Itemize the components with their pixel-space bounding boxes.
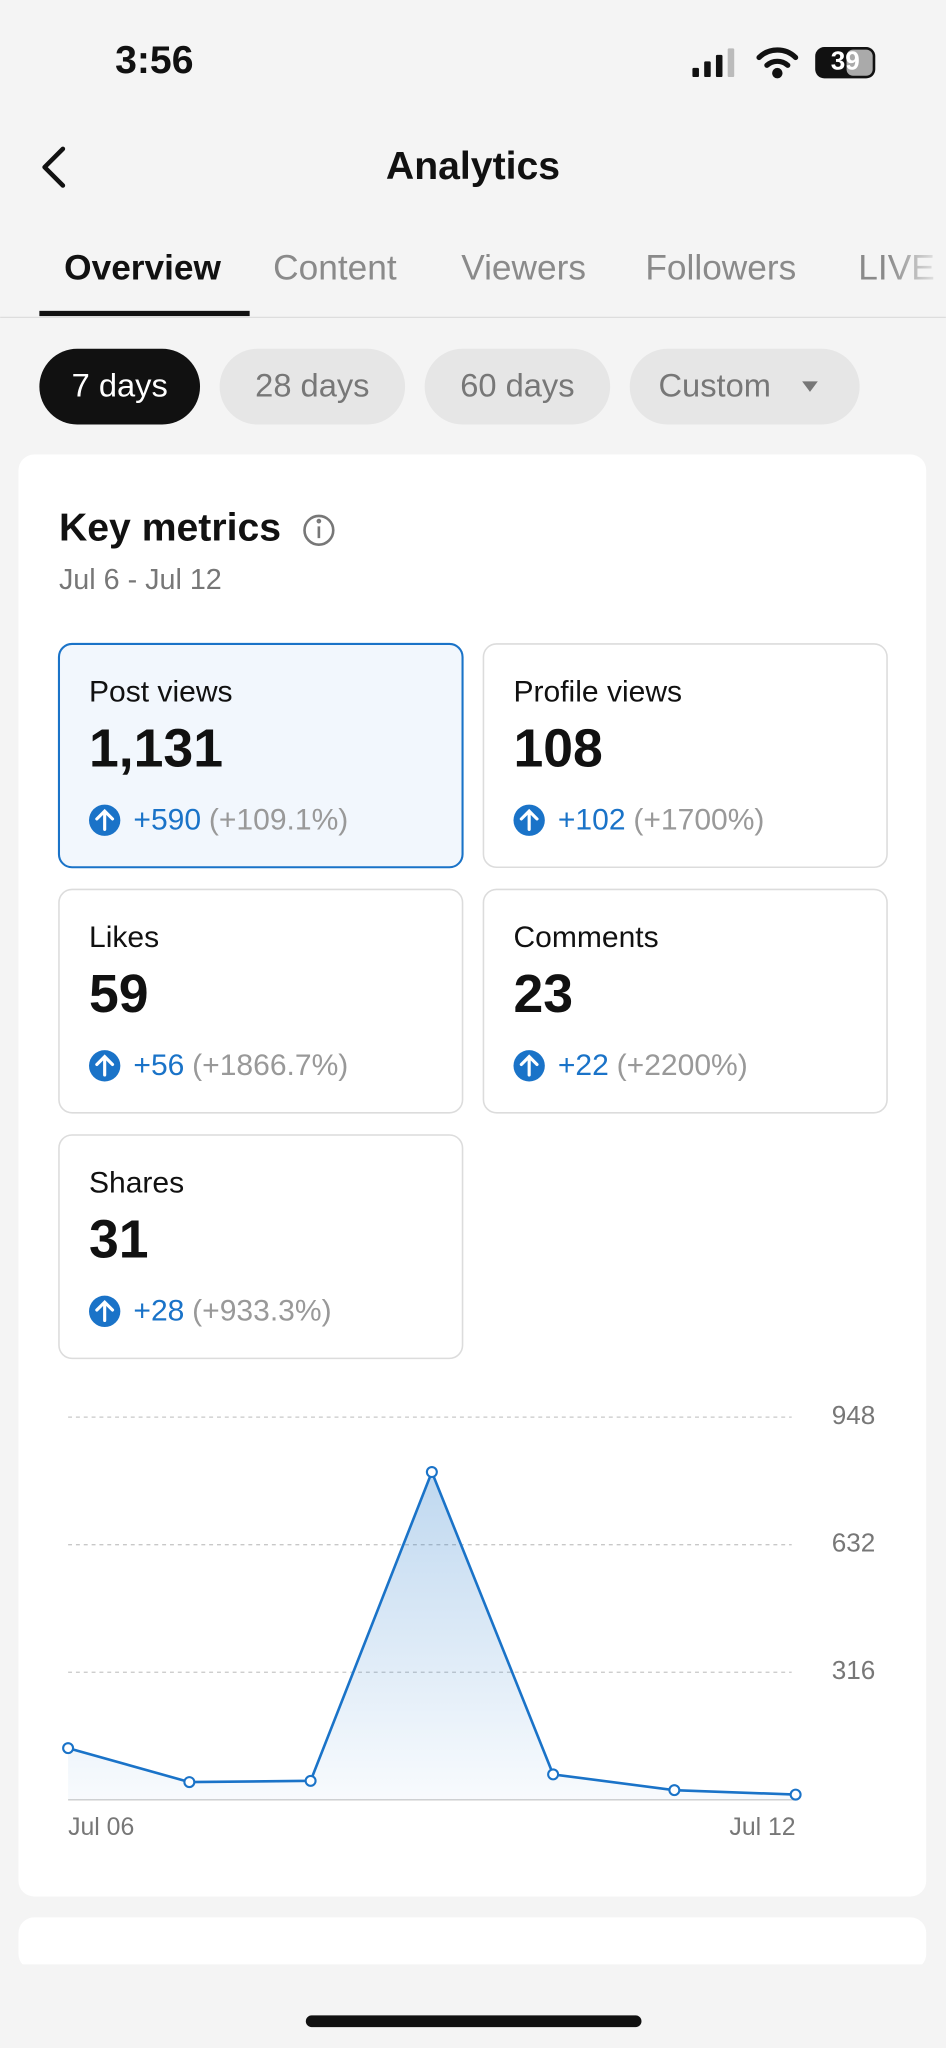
metric-change: +590 (+109.1%) [133, 803, 348, 836]
metric-change: +56 (+1866.7%) [133, 1049, 348, 1082]
dropdown-caret [802, 381, 818, 392]
point [183, 1776, 196, 1789]
up-arrow [95, 1054, 115, 1077]
metric-label: Post views [89, 675, 233, 708]
metric-change: +102 (+1700%) [558, 803, 765, 836]
date-range: Jul 6 - Jul 12 [59, 564, 222, 596]
change-value: +28 [133, 1295, 184, 1328]
back-button[interactable] [42, 146, 66, 188]
period-label[interactable]: 28 days [255, 367, 369, 404]
tab-fade [888, 228, 946, 307]
change-percent: (+109.1%) [209, 803, 348, 836]
info-icon[interactable] [303, 514, 335, 546]
section-title: Key metrics [59, 507, 281, 550]
metric-change: +22 (+2200%) [558, 1049, 748, 1082]
change-value: +102 [558, 803, 626, 836]
tab[interactable]: Overview [64, 249, 221, 288]
y-tick-label: 632 [832, 1528, 876, 1558]
metric-card[interactable] [58, 888, 464, 1114]
point [425, 1466, 438, 1479]
period-pill[interactable] [629, 348, 860, 425]
metric-value: 59 [89, 965, 149, 1024]
period-label[interactable]: 7 days [72, 367, 168, 404]
metric-value: 31 [89, 1211, 149, 1270]
up-arrow [95, 808, 115, 831]
point [304, 1774, 317, 1787]
metric-label: Profile views [513, 675, 682, 708]
signal-icon [692, 48, 735, 78]
metric-cards: Post views 1,131 +590 (+109.1%) Profile view… [57, 642, 888, 1360]
battery-empty [846, 49, 873, 76]
period-selector: 7 days 28 days 60 days Custom [39, 348, 860, 425]
up-arrow [519, 1054, 539, 1077]
change-value: +56 [133, 1049, 184, 1082]
change-percent: (+2200%) [617, 1049, 748, 1082]
change-value: +590 [133, 803, 201, 836]
y-tick-label: 316 [832, 1655, 876, 1685]
tab[interactable]: Followers [645, 249, 796, 288]
up-arrow [95, 1299, 115, 1323]
point [62, 1742, 75, 1755]
tab[interactable]: Viewers [461, 249, 586, 288]
tab-bar: OverviewContentViewersFollowersLIVE [64, 249, 935, 288]
metric-change: +28 (+933.3%) [133, 1295, 331, 1328]
period-pill[interactable] [219, 348, 406, 425]
metric-card[interactable] [482, 888, 888, 1114]
metric-card[interactable] [58, 1134, 464, 1360]
metric-value: 1,131 [89, 719, 223, 778]
metric-value: 23 [513, 965, 573, 1024]
page-title: Analytics [386, 145, 560, 188]
tab[interactable]: Content [273, 249, 397, 288]
metric-value: 108 [513, 719, 602, 778]
change-value: +22 [558, 1049, 609, 1082]
bottom-area [0, 1964, 946, 2048]
metric-label: Shares [89, 1167, 184, 1200]
point [789, 1788, 802, 1801]
metric-label: Likes [89, 921, 159, 954]
change-percent: (+933.3%) [192, 1295, 331, 1328]
area-fill [68, 1472, 796, 1800]
change-percent: (+1866.7%) [192, 1049, 348, 1082]
period-pill[interactable] [424, 348, 611, 425]
up-arrow [519, 808, 539, 831]
home-indicator [305, 2015, 642, 2028]
period-label[interactable]: 60 days [460, 367, 574, 404]
tab-underline [39, 310, 250, 317]
metric-label: Comments [513, 921, 658, 954]
metric-card[interactable] [482, 643, 888, 869]
point [668, 1784, 681, 1797]
x-tick-label: Jul 06 [68, 1814, 134, 1841]
chart: 316 632 948 Jul 06 Jul 12 [62, 1400, 876, 1841]
change-percent: (+1700%) [633, 803, 764, 836]
period-label[interactable]: Custom [658, 367, 770, 404]
metric-card[interactable] [57, 642, 464, 869]
x-tick-label: Jul 12 [729, 1814, 795, 1841]
point [547, 1768, 560, 1781]
wifi-icon [756, 47, 799, 79]
y-tick-label: 948 [832, 1400, 876, 1430]
status-time: 3:56 [115, 39, 193, 82]
battery-level: 39 [831, 46, 860, 76]
next-panel [18, 1917, 927, 1970]
period-pill[interactable] [39, 348, 201, 425]
